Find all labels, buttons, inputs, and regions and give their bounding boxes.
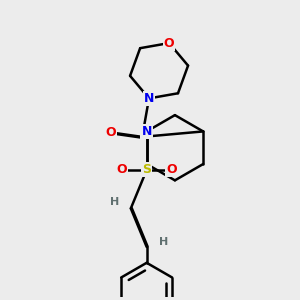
Text: O: O bbox=[164, 37, 174, 50]
Text: N: N bbox=[144, 92, 154, 105]
Text: O: O bbox=[166, 164, 177, 176]
Text: S: S bbox=[142, 164, 151, 176]
Text: O: O bbox=[116, 164, 127, 176]
Text: O: O bbox=[105, 126, 116, 139]
Text: N: N bbox=[142, 125, 152, 138]
Text: H: H bbox=[110, 196, 120, 207]
Text: H: H bbox=[159, 236, 169, 247]
